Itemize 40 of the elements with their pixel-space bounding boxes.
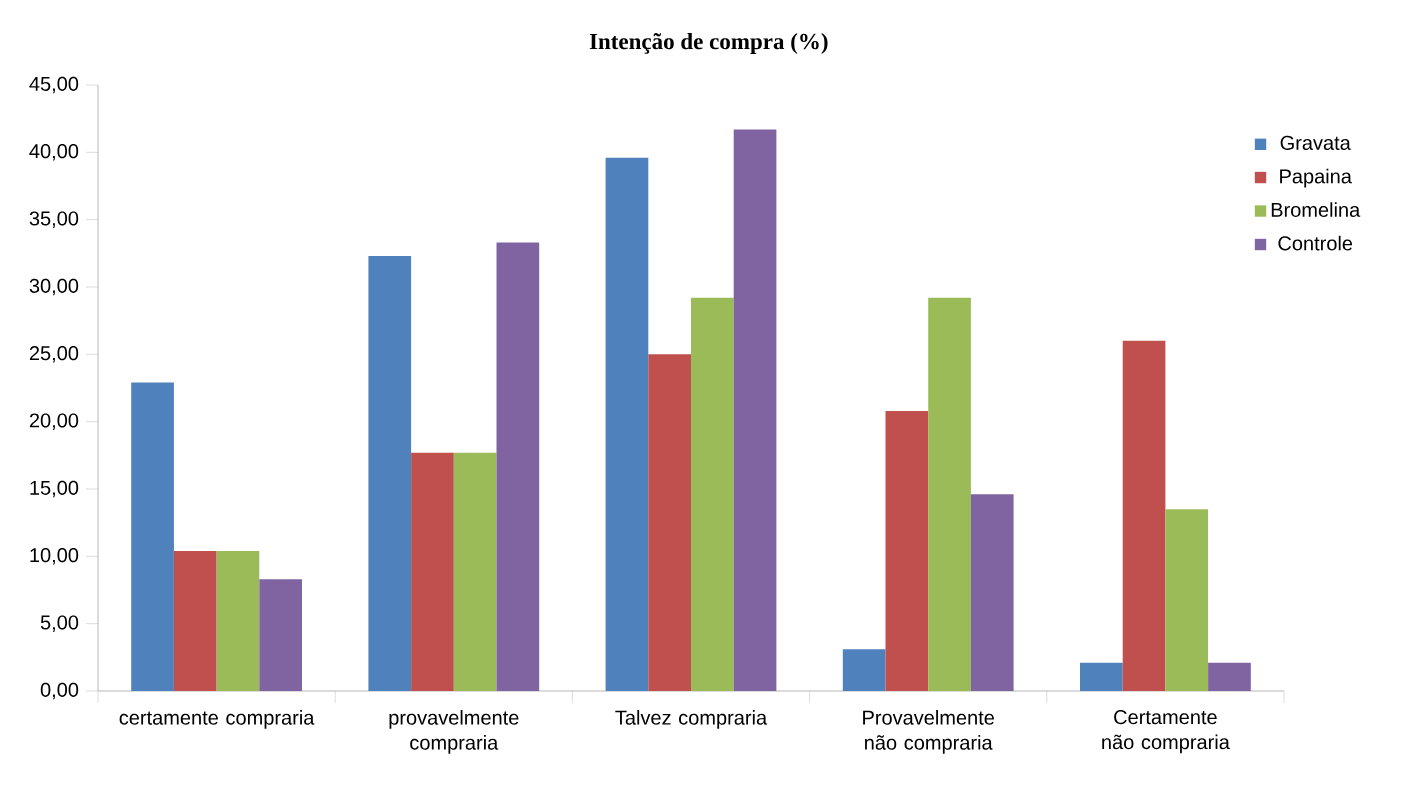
y-tick-label: 20,00 (29, 413, 79, 430)
y-tick-label: 25,00 (29, 346, 79, 363)
bar (885, 410, 929, 691)
y-tick-label: 10,00 (30, 548, 79, 565)
bar (216, 550, 260, 691)
bar (1122, 340, 1166, 691)
bar (368, 256, 412, 691)
y-tick-label: 0,00 (40, 682, 79, 700)
x-tick-label: certamente compraria (119, 710, 315, 729)
y-tick-label: 30,00 (29, 278, 79, 296)
legend-label: Bromelina (1271, 202, 1361, 217)
y-tick-label: 45,00 (29, 76, 79, 94)
bar (842, 649, 886, 691)
bar (453, 452, 497, 691)
legend-label: Gravata (1280, 135, 1351, 150)
bar (411, 452, 454, 691)
bar (970, 494, 1014, 691)
bar (131, 382, 174, 691)
bar (173, 550, 217, 691)
bar (1165, 509, 1209, 691)
bar (1208, 662, 1251, 691)
x-tick-label: provavelmente compraria (389, 710, 519, 754)
bar (691, 297, 734, 691)
y-tick-label: 15,00 (30, 480, 79, 498)
bar (605, 157, 649, 691)
x-tick-label: Provavelmente não compraria (863, 710, 994, 754)
bar (928, 297, 971, 691)
bar (496, 242, 540, 691)
x-tick-label: Talvez compraria (615, 710, 768, 729)
y-tick-label: 40,00 (29, 144, 79, 161)
y-tick-label: 35,00 (29, 211, 79, 228)
legend-label: Papaina (1280, 168, 1352, 188)
chart-title: Intenção de compra (%) (589, 33, 828, 54)
bar (733, 129, 777, 691)
bar (648, 354, 691, 691)
x-tick-label: Certamente não compraria (1102, 710, 1230, 754)
legend-label: Controle (1278, 235, 1353, 251)
bar (1080, 662, 1123, 691)
y-tick-label: 5,00 (40, 615, 79, 632)
bar (259, 579, 302, 691)
